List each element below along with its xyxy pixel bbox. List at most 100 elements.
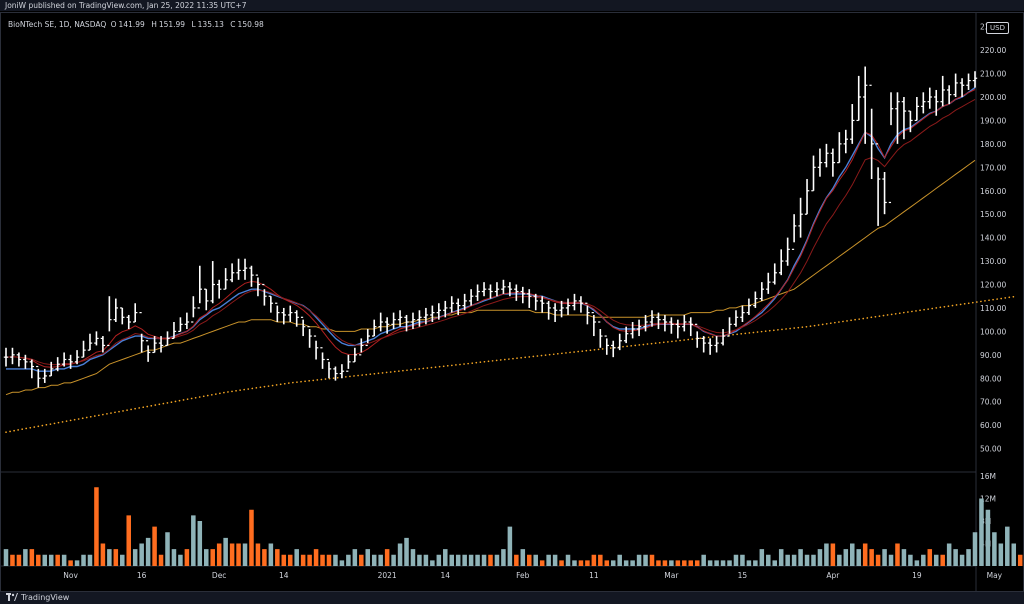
x-tick-label: 14: [441, 571, 451, 580]
volume-bar: [449, 554, 455, 566]
volume-bar: [804, 554, 810, 566]
volume-bar: [126, 515, 132, 566]
volume-bar: [443, 549, 448, 566]
volume-bar: [778, 549, 784, 566]
volume-bar: [281, 554, 287, 566]
published-text: JoniW published on TradingView.com, Jan …: [5, 1, 247, 10]
volume-bar: [908, 554, 913, 566]
y-tick-label: 140.00: [980, 234, 1006, 243]
volume-bar: [501, 549, 506, 566]
volume-bar: [720, 560, 726, 566]
volume-bar: [94, 487, 99, 566]
volume-bar: [733, 554, 739, 566]
x-tick-label: 15: [738, 571, 748, 580]
volume-bar: [727, 560, 732, 566]
volume-bar: [307, 554, 312, 566]
y-tick-label: 80.00: [980, 374, 1002, 383]
volume-bar: [675, 560, 681, 566]
symbol-name: BioNTech SE, 1D, NASDAQ: [8, 20, 107, 29]
volume-bar: [759, 549, 765, 566]
volume-bar: [397, 543, 403, 566]
volume-bar: [313, 549, 319, 566]
volume-bar: [940, 554, 945, 566]
volume-bar: [546, 554, 551, 566]
ema-21-line: [6, 87, 976, 372]
currency-badge[interactable]: USD: [986, 22, 1009, 34]
volume-bar: [100, 543, 106, 566]
y-tick-label: 220.00: [980, 46, 1006, 55]
volume-tick-label: 4M: [980, 540, 991, 549]
volume-bar: [785, 554, 790, 566]
volume-bar: [669, 560, 674, 566]
volume-bar: [165, 532, 170, 566]
volume-bar: [798, 549, 803, 566]
y-tick-label: 50.00: [980, 445, 1002, 454]
volume-bar: [811, 554, 816, 566]
volume-bar: [300, 554, 306, 566]
volume-bar: [229, 543, 235, 566]
volume-bar: [992, 532, 997, 566]
volume-bar: [3, 549, 9, 566]
volume-bar: [55, 554, 60, 566]
volume-bar: [849, 543, 855, 566]
volume-bar: [623, 560, 629, 566]
volume-bar: [694, 560, 700, 566]
volume-bar: [643, 554, 648, 566]
x-tick-label: 2021: [378, 571, 397, 580]
volume-bar: [598, 554, 603, 566]
x-tick-label: 16: [137, 571, 147, 580]
publish-header: JoniW published on TradingView.com, Jan …: [0, 0, 1024, 11]
y-tick-label: 180.00: [980, 140, 1006, 149]
high-value: H 151.99: [151, 20, 186, 29]
volume-bar: [16, 554, 22, 566]
footer: TradingView: [0, 592, 1024, 604]
volume-bar: [371, 554, 377, 566]
x-tick-label: 11: [589, 571, 599, 580]
volume-bar: [985, 509, 991, 566]
volume-bar: [132, 549, 138, 566]
volume-bar: [391, 554, 396, 566]
volume-bar: [565, 554, 571, 566]
volume-bar: [514, 554, 519, 566]
volume-bar: [526, 554, 532, 566]
volume-bar: [197, 521, 203, 566]
volume-bar: [23, 549, 28, 566]
volume-bar: [468, 554, 474, 566]
volume-bar: [171, 549, 177, 566]
volume-bar: [191, 515, 196, 566]
volume-bar: [746, 560, 752, 566]
volume-bar: [365, 549, 371, 566]
volume-bar: [572, 560, 577, 566]
volume-bar: [856, 549, 861, 566]
volume-bar: [29, 549, 35, 566]
volume-bar: [837, 554, 842, 566]
volume-bar: [87, 554, 93, 566]
y-tick-label: 60.00: [980, 421, 1002, 430]
tradingview-brand[interactable]: TradingView: [6, 593, 69, 602]
volume-bar: [610, 560, 616, 566]
volume-bar: [494, 554, 500, 566]
volume-bar: [488, 554, 493, 566]
x-tick-label: Mar: [664, 571, 679, 580]
volume-bar: [617, 554, 622, 566]
volume-bar: [203, 549, 209, 566]
volume-bar: [539, 560, 545, 566]
volume-bar: [74, 560, 80, 566]
volume-bar: [223, 537, 228, 566]
volume-bar: [552, 554, 558, 566]
volume-bar: [578, 560, 584, 566]
volume-bar: [178, 554, 183, 566]
volume-bar: [959, 554, 965, 566]
volume-bar: [249, 509, 254, 566]
y-tick-label: 70.00: [980, 398, 1002, 407]
volume-bar: [714, 560, 719, 566]
volume-bar: [430, 560, 435, 566]
volume-bar: [604, 560, 610, 566]
volume-bar: [817, 549, 823, 566]
sma-50-line: [5, 159, 976, 396]
volume-bar: [682, 560, 687, 566]
volume-bar: [662, 560, 668, 566]
ema-8-line: [5, 89, 976, 368]
volume-bar: [927, 549, 933, 566]
